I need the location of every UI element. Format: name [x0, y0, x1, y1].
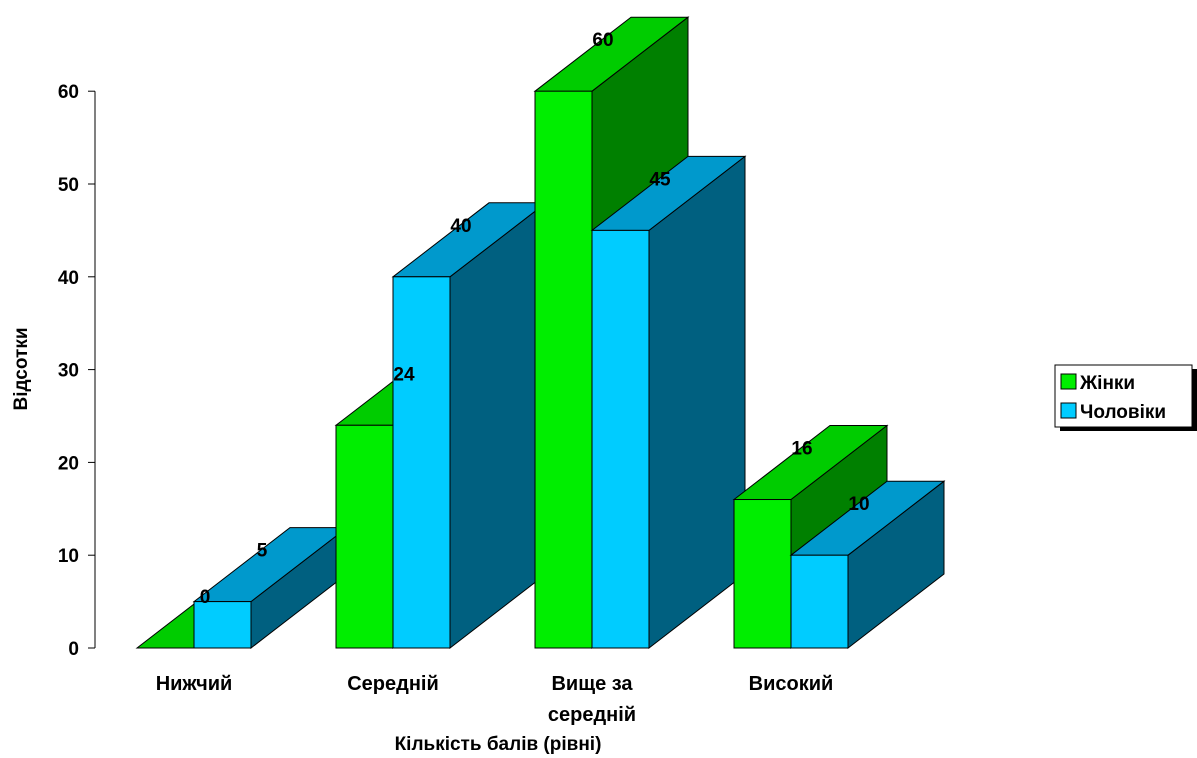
y-tick-label: 50: [58, 175, 79, 196]
y-tick-label: 20: [58, 453, 79, 474]
x-category-label: Високий: [749, 673, 834, 695]
bar-front-face: [335, 424, 394, 649]
bar-front-face: [534, 90, 593, 649]
bar: [590, 155, 747, 650]
x-category-label-line: Вище за: [551, 673, 633, 695]
legend-swatch: [1060, 373, 1077, 390]
data-label: 0: [200, 587, 211, 608]
x-category-label-line: середній: [548, 704, 636, 726]
x-category-label-line: Середній: [347, 673, 439, 695]
bars: [135, 16, 946, 650]
bar-front-face: [392, 276, 451, 649]
data-label: 10: [848, 494, 869, 515]
y-tick-label: 10: [58, 546, 79, 567]
y-axis: 0 10 20 30 40 50 60: [58, 82, 96, 660]
bar-front-face: [193, 601, 252, 649]
bar-side-face: [648, 155, 746, 650]
y-tick-label: 60: [58, 82, 79, 103]
category-labels: Нижчий Середній Вище за середній Високий: [156, 673, 834, 726]
legend-label: Жінки: [1079, 373, 1135, 394]
x-axis-title: Кількість балів (рівні): [395, 734, 602, 755]
y-axis-title: Відсотки: [11, 327, 32, 410]
bar: [391, 201, 548, 650]
data-label: 40: [450, 216, 471, 237]
y-tick-label: 40: [58, 268, 79, 289]
bar: [789, 480, 946, 650]
legend-label: Чоловіки: [1080, 402, 1166, 423]
bar-front-face: [790, 554, 849, 649]
data-label: 5: [257, 541, 268, 562]
y-tick-label: 30: [58, 361, 79, 382]
legend: Жінки Чоловіки: [1054, 364, 1197, 431]
bar: [192, 526, 349, 650]
data-label: 24: [393, 364, 415, 385]
data-labels: 0 5 24 40 60 45 16 10: [200, 30, 870, 608]
bar-side-face: [449, 201, 547, 650]
legend-swatch: [1060, 402, 1077, 419]
x-category-label-line: Нижчий: [156, 673, 233, 695]
data-label: 45: [649, 169, 671, 190]
bar-front-face: [591, 229, 650, 649]
bar-front-face: [733, 499, 792, 649]
x-category-label: Середній: [347, 673, 439, 695]
x-category-label-line: Високий: [749, 673, 834, 695]
x-category-label: Вище за середній: [548, 673, 636, 726]
x-category-label: Нижчий: [156, 673, 233, 695]
legend-box: [1054, 364, 1193, 428]
data-label: 16: [791, 439, 812, 460]
data-label: 60: [592, 30, 613, 51]
y-tick-label: 0: [68, 639, 79, 660]
